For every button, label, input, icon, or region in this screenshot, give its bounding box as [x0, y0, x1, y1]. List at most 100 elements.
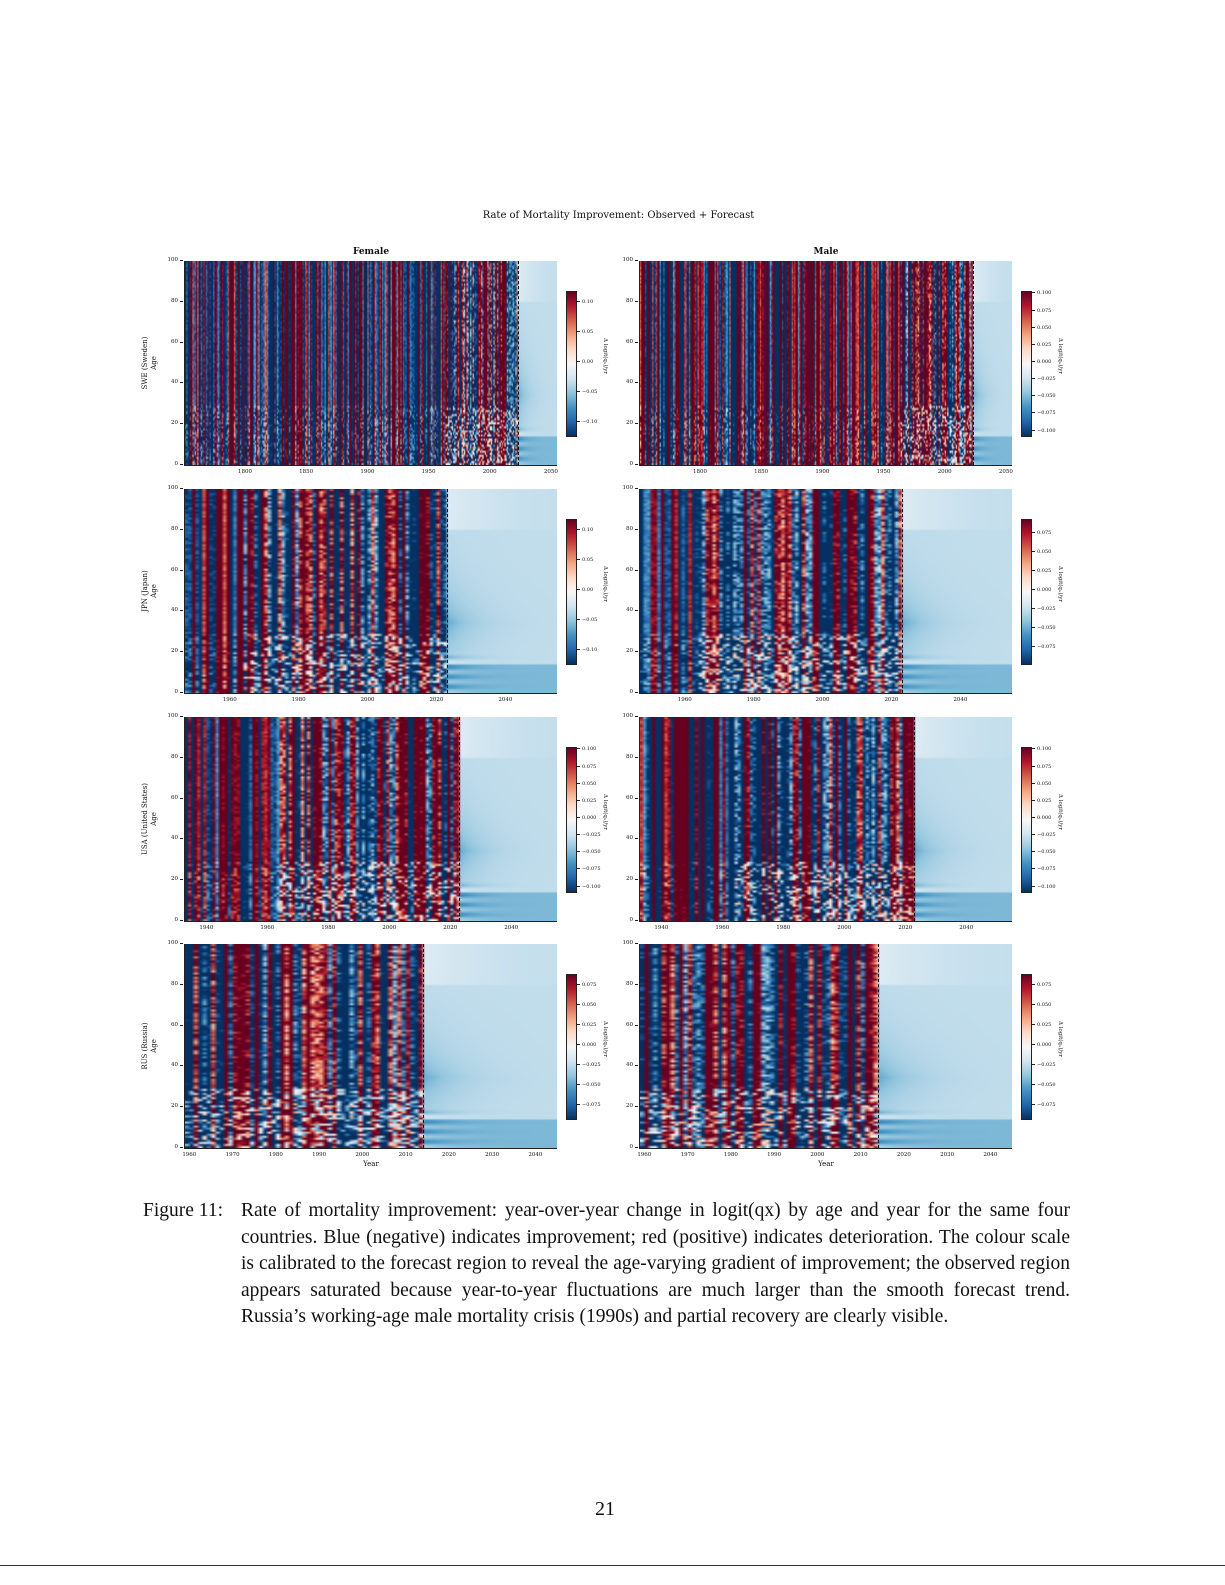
colorbar-tick-label: 0.10 [577, 299, 593, 305]
y-tick-label: 60 [158, 795, 183, 801]
x-tick-label: 2020 [441, 1152, 456, 1158]
colorbar-label: Δ logit(qₓ)/yr [1057, 1021, 1063, 1058]
colorbar-tick-label: 0.025 [577, 798, 596, 804]
colorbar-tick-label: 0.05 [577, 557, 593, 563]
colorbar-tick-label: −0.075 [577, 1102, 601, 1108]
forecast-start-line [517, 261, 519, 465]
colorbar-tick-label: 0.075 [577, 982, 596, 988]
y-tick-label: 80 [158, 981, 183, 987]
colorbar-tick-label: −0.050 [1032, 1082, 1056, 1088]
colorbar-tick-label: −0.075 [1032, 644, 1056, 650]
y-axis [639, 717, 640, 921]
colorbar-label: Δ logit(qₓ)/yr [1057, 794, 1063, 831]
y-tick-label: 20 [613, 420, 638, 426]
colorbar-tick-label: −0.025 [577, 832, 601, 838]
column-title-male: Male [813, 247, 839, 257]
y-axis-label: SWE (Sweden) Age [141, 336, 158, 390]
x-tick-label: 2010 [398, 1152, 413, 1158]
x-tick-label: 1980 [291, 697, 306, 703]
colorbar [1021, 974, 1032, 1120]
y-tick-label: 100 [158, 713, 183, 719]
colorbar-tick-label: 0.10 [577, 527, 593, 533]
x-axis-label: Year [818, 1160, 834, 1168]
colorbar-tick-label: 0.100 [1032, 746, 1051, 752]
y-tick-label: 80 [613, 298, 638, 304]
y-axis [184, 489, 185, 693]
x-tick-label: 2020 [898, 925, 913, 931]
x-tick-label: 2040 [983, 1152, 998, 1158]
y-tick-label: 0 [613, 917, 638, 923]
x-tick-label: 1960 [182, 1152, 197, 1158]
y-tick-label: 60 [613, 1022, 638, 1028]
colorbar [566, 974, 577, 1120]
colorbar [566, 291, 577, 437]
forecast-start-line [972, 261, 974, 465]
colorbar-tick-label: 0.000 [1032, 1042, 1051, 1048]
heatmap-image [185, 489, 557, 693]
y-tick-label: 40 [613, 379, 638, 385]
colorbar-label: Δ logit(qₓ)/yr [1057, 338, 1063, 375]
x-axis [184, 1148, 557, 1149]
caption-label: Figure 11: [143, 1200, 223, 1221]
y-tick-label: 20 [158, 876, 183, 882]
figure-caption: Figure 11: Rate of mortality improvement… [143, 1198, 1070, 1331]
y-axis [184, 717, 185, 921]
x-tick-label: 1850 [754, 469, 769, 475]
y-tick-label: 80 [158, 526, 183, 532]
colorbar-tick-label: −0.100 [1032, 884, 1056, 890]
colorbar-tick-label: −0.075 [577, 866, 601, 872]
x-tick-label: 1980 [776, 925, 791, 931]
colorbar [566, 519, 577, 665]
y-tick-label: 20 [613, 1103, 638, 1109]
x-tick-label: 2030 [940, 1152, 955, 1158]
x-tick-label: 1980 [268, 1152, 283, 1158]
x-tick-label: 2000 [482, 469, 497, 475]
x-tick-label: 2020 [896, 1152, 911, 1158]
colorbar-label: Δ logit(qₓ)/yr [602, 1021, 608, 1058]
y-tick-label: 20 [613, 648, 638, 654]
y-tick-label: 100 [158, 940, 183, 946]
colorbar [566, 747, 577, 893]
y-tick-label: 60 [613, 567, 638, 573]
page-number: 21 [595, 1498, 615, 1520]
colorbar-tick-label: 0.000 [577, 815, 596, 821]
y-tick-label: 60 [158, 339, 183, 345]
y-tick-label: 40 [158, 607, 183, 613]
heatmap-image [640, 489, 1012, 693]
x-tick-label: 1850 [299, 469, 314, 475]
x-tick-label: 1970 [680, 1152, 695, 1158]
y-tick-label: 20 [613, 876, 638, 882]
heatmap-image [640, 717, 1012, 921]
y-tick-label: 80 [613, 981, 638, 987]
colorbar-tick-label: −0.075 [1032, 866, 1056, 872]
colorbar [1021, 291, 1032, 437]
y-tick-label: 80 [158, 298, 183, 304]
colorbar-tick-label: 0.025 [577, 1022, 596, 1028]
x-axis [184, 465, 557, 466]
figure-suptitle: Rate of Mortality Improvement: Observed … [482, 210, 755, 221]
colorbar-tick-label: −0.05 [577, 617, 597, 623]
x-tick-label: 1940 [199, 925, 214, 931]
y-tick-label: 40 [158, 379, 183, 385]
x-axis [639, 1148, 1012, 1149]
y-tick-label: 0 [158, 689, 183, 695]
x-tick-label: 2000 [360, 697, 375, 703]
x-tick-label: 2000 [382, 925, 397, 931]
forecast-start-line [422, 944, 424, 1148]
x-tick-label: 1980 [723, 1152, 738, 1158]
y-tick-label: 0 [158, 461, 183, 467]
y-tick-label: 0 [613, 461, 638, 467]
colorbar-tick-label: 0.100 [577, 746, 596, 752]
colorbar-tick-label: −0.10 [577, 647, 597, 653]
x-axis [184, 693, 557, 694]
colorbar-tick-label: 0.025 [1032, 342, 1051, 348]
x-tick-label: 1960 [222, 697, 237, 703]
colorbar-label: Δ logit(qₓ)/yr [602, 338, 608, 375]
heatmap-image [185, 717, 557, 921]
y-tick-label: 0 [613, 689, 638, 695]
y-tick-label: 40 [613, 1062, 638, 1068]
forecast-start-line [914, 717, 916, 921]
colorbar-tick-label: 0.050 [1032, 549, 1051, 555]
y-tick-label: 80 [613, 754, 638, 760]
colorbar-tick-label: −0.10 [577, 419, 597, 425]
